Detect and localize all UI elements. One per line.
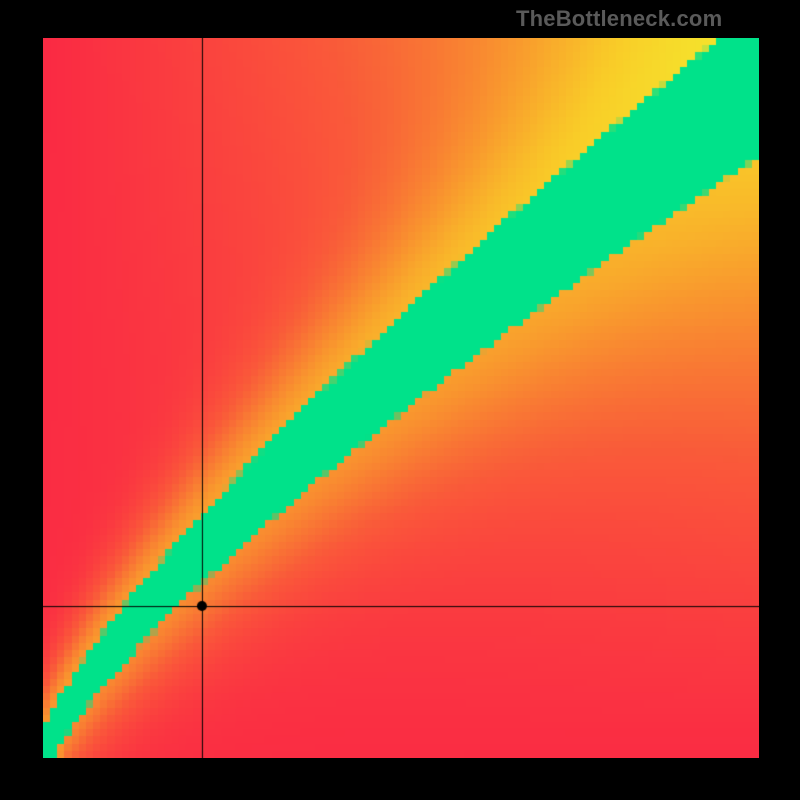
chart-frame: TheBottleneck.com <box>0 0 800 800</box>
bottleneck-heatmap <box>43 38 759 758</box>
watermark-text: TheBottleneck.com <box>516 6 722 32</box>
